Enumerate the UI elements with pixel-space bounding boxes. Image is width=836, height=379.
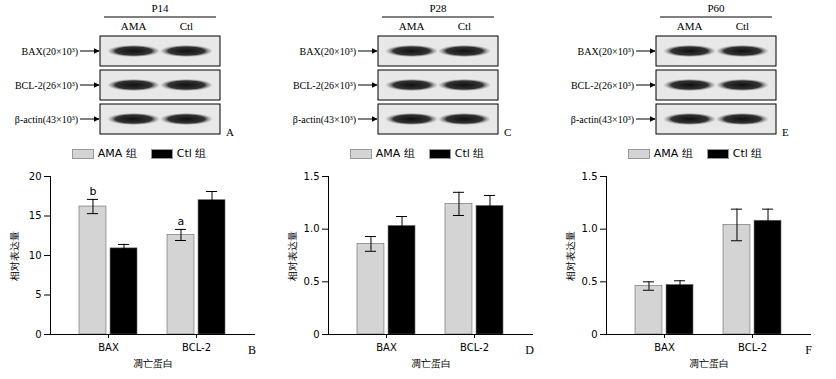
html-text:Ctl 组: Ctl 组	[176, 146, 207, 160]
svg-text:1.5: 1.5	[582, 171, 598, 182]
svg-text:1.0: 1.0	[304, 223, 320, 234]
svg-text:0: 0	[313, 329, 319, 340]
svg-text:相对表达量: 相对表达量	[287, 231, 298, 281]
svg-text:β-actin(43×10³): β-actin(43×10³)	[571, 114, 634, 126]
svg-text:BCL-2: BCL-2	[182, 342, 211, 353]
svg-text:BAX: BAX	[654, 342, 675, 353]
svg-text:BCL-2: BCL-2	[460, 342, 489, 353]
html-text:F: F	[805, 343, 812, 357]
svg-text:P14: P14	[151, 2, 169, 14]
svg-text:BCL-2(26×10³): BCL-2(26×10³)	[571, 80, 634, 92]
svg-text:BAX: BAX	[376, 342, 397, 353]
svg-text:AMA: AMA	[121, 20, 147, 32]
svg-text:5: 5	[35, 289, 41, 300]
svg-text:Ctl: Ctl	[458, 20, 471, 32]
svg-text:AMA: AMA	[399, 20, 425, 32]
svg-text:20: 20	[29, 171, 42, 182]
svg-text:15: 15	[29, 210, 42, 221]
svg-text:BAX(20×10³): BAX(20×10³)	[578, 46, 634, 58]
svg-text:β-actin(43×10³): β-actin(43×10³)	[293, 114, 356, 126]
html-text:AMA 组: AMA 组	[653, 146, 693, 160]
html-text:Ctl 组: Ctl 组	[732, 146, 763, 160]
svg-text:a: a	[178, 215, 185, 228]
svg-text:10: 10	[29, 250, 42, 261]
html-text:AMA 组: AMA 组	[375, 146, 415, 160]
svg-text:0.5: 0.5	[304, 276, 320, 287]
html-text:B: B	[248, 343, 256, 357]
svg-text:A: A	[226, 126, 234, 138]
svg-text:1.0: 1.0	[582, 223, 598, 234]
svg-text:0: 0	[35, 329, 41, 340]
svg-text:C: C	[504, 126, 511, 138]
svg-text:1.5: 1.5	[304, 171, 320, 182]
svg-text:BAX(20×10³): BAX(20×10³)	[22, 46, 78, 58]
svg-text:β-actin(43×10³): β-actin(43×10³)	[15, 114, 78, 126]
svg-text:凋亡蛋白: 凋亡蛋白	[133, 358, 173, 369]
svg-text:E: E	[782, 126, 789, 138]
svg-text:相对表达量: 相对表达量	[9, 231, 20, 281]
svg-text:凋亡蛋白: 凋亡蛋白	[411, 358, 451, 369]
svg-text:相对表达量: 相对表达量	[565, 231, 576, 281]
html-text:D: D	[525, 343, 534, 357]
html-text:Ctl 组: Ctl 组	[454, 146, 485, 160]
svg-text:Ctl: Ctl	[180, 20, 193, 32]
svg-text:b: b	[89, 185, 96, 198]
svg-text:BAX(20×10³): BAX(20×10³)	[300, 46, 356, 58]
svg-text:凋亡蛋白: 凋亡蛋白	[689, 358, 729, 369]
svg-text:BCL-2(26×10³): BCL-2(26×10³)	[293, 80, 356, 92]
svg-text:BCL-2(26×10³): BCL-2(26×10³)	[15, 80, 78, 92]
svg-text:P28: P28	[429, 2, 447, 14]
svg-text:BCL-2: BCL-2	[738, 342, 767, 353]
html-text:AMA 组: AMA 组	[97, 146, 137, 160]
svg-text:AMA: AMA	[677, 20, 703, 32]
svg-text:0: 0	[591, 329, 597, 340]
svg-text:P60: P60	[707, 2, 725, 14]
svg-text:Ctl: Ctl	[736, 20, 749, 32]
svg-text:0.5: 0.5	[582, 276, 598, 287]
svg-text:BAX: BAX	[98, 342, 119, 353]
